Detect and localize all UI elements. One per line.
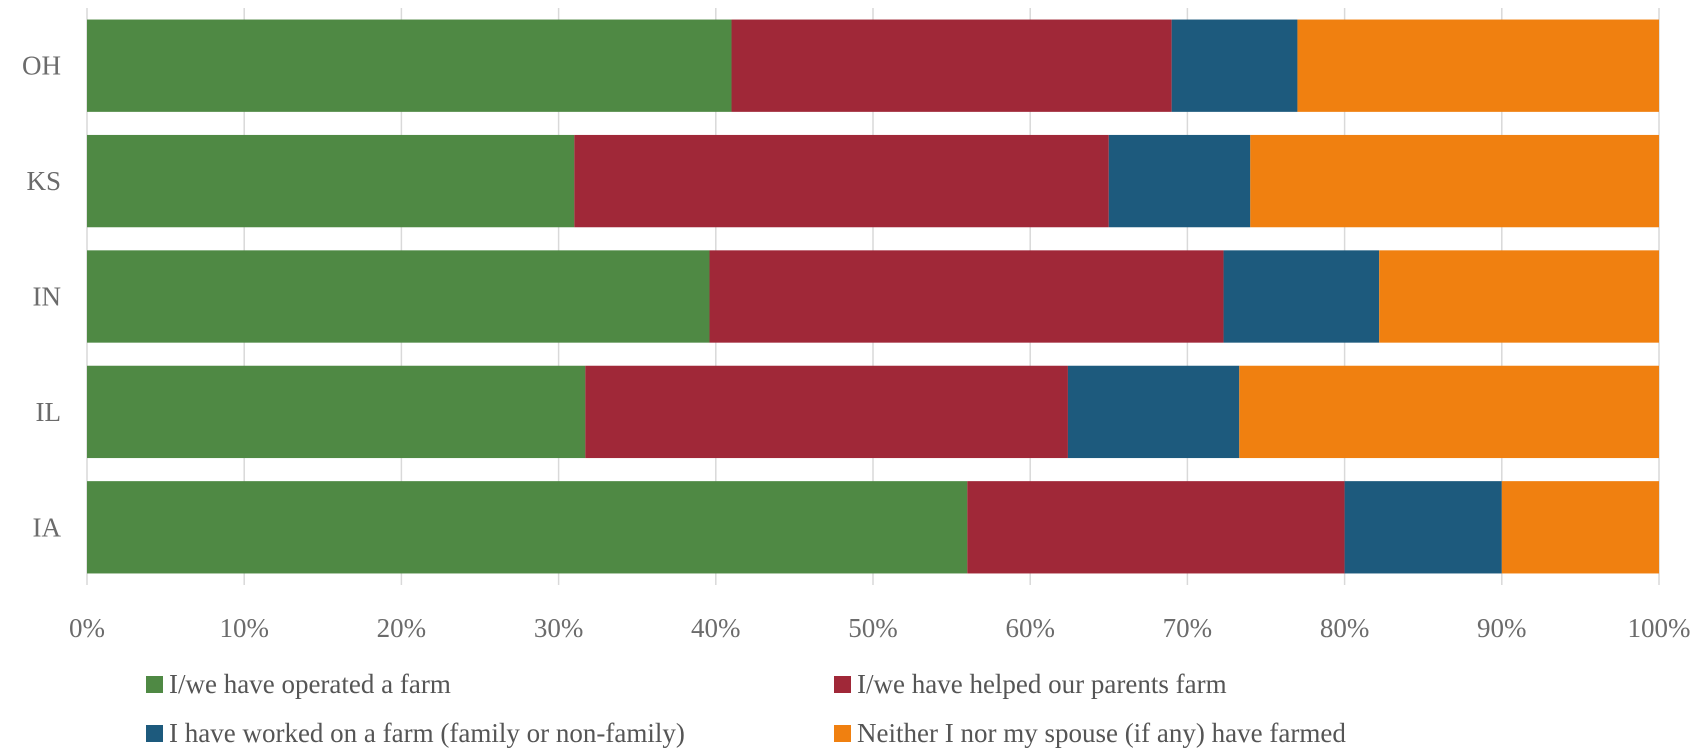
bar-segment <box>1239 365 1659 459</box>
bar-segment <box>709 250 1224 343</box>
x-tick-label: 50% <box>848 613 898 643</box>
bar-segment <box>1501 481 1659 574</box>
x-tick-label: 0% <box>69 613 105 643</box>
bar-segment <box>87 365 586 459</box>
x-tick-label: 30% <box>534 613 584 643</box>
bar-segment <box>1297 19 1659 112</box>
bar-segment <box>1223 250 1380 343</box>
bar-segment <box>585 365 1068 459</box>
x-tick-label: 100% <box>1628 613 1691 643</box>
bar-segment <box>87 19 732 112</box>
bars <box>87 19 1659 574</box>
bar-segment <box>731 19 1172 112</box>
y-tick-label: KS <box>26 166 61 196</box>
bar-segment <box>1171 19 1298 112</box>
bar-segment <box>1250 134 1659 228</box>
bar-segment <box>87 134 575 228</box>
bar-segment <box>1379 250 1659 343</box>
y-tick-label: IA <box>33 512 62 542</box>
x-tick-label: 70% <box>1163 613 1213 643</box>
bar-segment <box>1067 365 1240 459</box>
x-tick-label: 40% <box>691 613 741 643</box>
x-tick-label: 90% <box>1477 613 1527 643</box>
x-tick-label: 60% <box>1005 613 1055 643</box>
y-tick-label: OH <box>22 51 61 81</box>
x-tick-label: 20% <box>377 613 427 643</box>
bar-segment <box>574 134 1109 228</box>
x-axis: 0% 10% 20% 30% 40% 50% 60% 70% 80% 90% 100% <box>69 613 1691 643</box>
bar-segment <box>1108 134 1251 228</box>
bar-segment <box>87 250 710 343</box>
bar-segment <box>967 481 1345 574</box>
bar-segment <box>1344 481 1502 574</box>
bar-segment <box>87 481 968 574</box>
y-tick-label: IL <box>36 397 61 427</box>
y-tick-label: IN <box>33 282 62 312</box>
x-tick-label: 10% <box>219 613 269 643</box>
x-tick-label: 80% <box>1320 613 1370 643</box>
y-axis: OH KS IN IL IA <box>22 51 61 543</box>
